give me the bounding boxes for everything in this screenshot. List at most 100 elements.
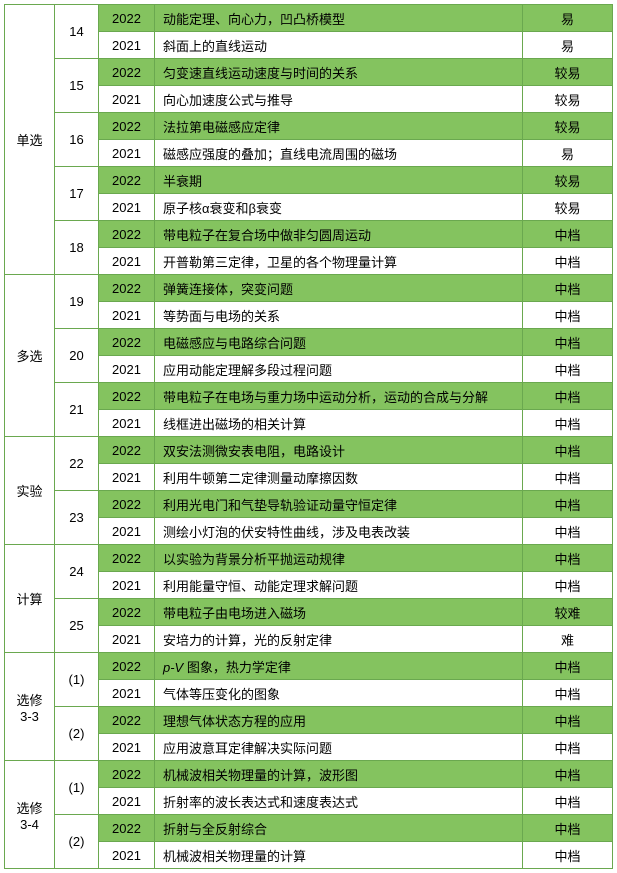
year-cell: 2022 xyxy=(99,491,155,518)
topic-cell: 弹簧连接体，突变问题 xyxy=(155,275,523,302)
year-cell: 2022 xyxy=(99,437,155,464)
year-cell: 2021 xyxy=(99,140,155,167)
table-row: 232022利用光电门和气垫导轨验证动量守恒定律中档 xyxy=(5,491,613,518)
topic-cell: 折射率的波长表达式和速度表达式 xyxy=(155,788,523,815)
year-cell: 2022 xyxy=(99,815,155,842)
difficulty-cell: 中档 xyxy=(523,788,613,815)
year-cell: 2021 xyxy=(99,626,155,653)
section-cell: 多选 xyxy=(5,275,55,437)
question-number-cell: 23 xyxy=(55,491,99,545)
table-row: (2)2022折射与全反射综合中档 xyxy=(5,815,613,842)
difficulty-cell: 中档 xyxy=(523,707,613,734)
year-cell: 2022 xyxy=(99,221,155,248)
year-cell: 2021 xyxy=(99,302,155,329)
table-row: 182022带电粒子在复合场中做非匀圆周运动中档 xyxy=(5,221,613,248)
topic-cell: p-V 图象，热力学定律 xyxy=(155,653,523,680)
topic-cell: 应用波意耳定律解决实际问题 xyxy=(155,734,523,761)
year-cell: 2022 xyxy=(99,761,155,788)
table-row: 选修 3-3(1)2022p-V 图象，热力学定律中档 xyxy=(5,653,613,680)
year-cell: 2022 xyxy=(99,707,155,734)
table-row: 计算242022以实验为背景分析平抛运动规律中档 xyxy=(5,545,613,572)
topic-cell: 利用光电门和气垫导轨验证动量守恒定律 xyxy=(155,491,523,518)
year-cell: 2022 xyxy=(99,167,155,194)
year-cell: 2022 xyxy=(99,383,155,410)
topic-cell: 开普勒第三定律，卫星的各个物理量计算 xyxy=(155,248,523,275)
difficulty-cell: 中档 xyxy=(523,275,613,302)
exam-topics-table: 单选142022动能定理、向心力，凹凸桥模型易2021斜面上的直线运动易1520… xyxy=(4,4,613,869)
table-row: 实验222022双安法测微安表电阻，电路设计中档 xyxy=(5,437,613,464)
topic-cell: 匀变速直线运动速度与时间的关系 xyxy=(155,59,523,86)
section-cell: 选修 3-3 xyxy=(5,653,55,761)
difficulty-cell: 中档 xyxy=(523,545,613,572)
section-cell: 实验 xyxy=(5,437,55,545)
topic-cell: 原子核α衰变和β衰变 xyxy=(155,194,523,221)
year-cell: 2022 xyxy=(99,599,155,626)
difficulty-cell: 中档 xyxy=(523,221,613,248)
topic-cell: 利用能量守恒、动能定理求解问题 xyxy=(155,572,523,599)
difficulty-cell: 中档 xyxy=(523,572,613,599)
difficulty-cell: 中档 xyxy=(523,653,613,680)
topic-cell: 斜面上的直线运动 xyxy=(155,32,523,59)
difficulty-cell: 较易 xyxy=(523,59,613,86)
year-cell: 2022 xyxy=(99,275,155,302)
table-row: 252022带电粒子由电场进入磁场较难 xyxy=(5,599,613,626)
topic-cell: 半衰期 xyxy=(155,167,523,194)
question-number-cell: 15 xyxy=(55,59,99,113)
question-number-cell: 20 xyxy=(55,329,99,383)
difficulty-cell: 中档 xyxy=(523,464,613,491)
topic-cell: 法拉第电磁感应定律 xyxy=(155,113,523,140)
question-number-cell: 17 xyxy=(55,167,99,221)
difficulty-cell: 中档 xyxy=(523,815,613,842)
topic-cell: 磁感应强度的叠加；直线电流周围的磁场 xyxy=(155,140,523,167)
year-cell: 2021 xyxy=(99,464,155,491)
question-number-cell: 16 xyxy=(55,113,99,167)
table-row: 172022半衰期较易 xyxy=(5,167,613,194)
topic-cell: 利用牛顿第二定律测量动摩擦因数 xyxy=(155,464,523,491)
table-row: 152022匀变速直线运动速度与时间的关系较易 xyxy=(5,59,613,86)
difficulty-cell: 中档 xyxy=(523,491,613,518)
difficulty-cell: 较易 xyxy=(523,113,613,140)
question-number-cell: (1) xyxy=(55,653,99,707)
question-number-cell: 14 xyxy=(55,5,99,59)
year-cell: 2021 xyxy=(99,518,155,545)
topic-cell: 机械波相关物理量的计算，波形图 xyxy=(155,761,523,788)
difficulty-cell: 中档 xyxy=(523,329,613,356)
section-cell: 选修 3-4 xyxy=(5,761,55,869)
difficulty-cell: 中档 xyxy=(523,842,613,869)
topic-cell: 双安法测微安表电阻，电路设计 xyxy=(155,437,523,464)
year-cell: 2021 xyxy=(99,680,155,707)
topic-cell: 动能定理、向心力，凹凸桥模型 xyxy=(155,5,523,32)
difficulty-cell: 中档 xyxy=(523,383,613,410)
difficulty-cell: 较易 xyxy=(523,167,613,194)
year-cell: 2022 xyxy=(99,5,155,32)
year-cell: 2021 xyxy=(99,572,155,599)
year-cell: 2021 xyxy=(99,248,155,275)
year-cell: 2021 xyxy=(99,32,155,59)
topic-cell: 气体等压变化的图象 xyxy=(155,680,523,707)
section-cell: 计算 xyxy=(5,545,55,653)
difficulty-cell: 易 xyxy=(523,140,613,167)
difficulty-cell: 易 xyxy=(523,32,613,59)
question-number-cell: 21 xyxy=(55,383,99,437)
table-row: 212022带电粒子在电场与重力场中运动分析，运动的合成与分解中档 xyxy=(5,383,613,410)
year-cell: 2021 xyxy=(99,194,155,221)
year-cell: 2022 xyxy=(99,113,155,140)
table-row: 选修 3-4(1)2022机械波相关物理量的计算，波形图中档 xyxy=(5,761,613,788)
year-cell: 2022 xyxy=(99,329,155,356)
topic-cell: 线框进出磁场的相关计算 xyxy=(155,410,523,437)
year-cell: 2022 xyxy=(99,59,155,86)
topic-cell: 以实验为背景分析平抛运动规律 xyxy=(155,545,523,572)
topic-cell: 带电粒子在电场与重力场中运动分析，运动的合成与分解 xyxy=(155,383,523,410)
difficulty-cell: 中档 xyxy=(523,410,613,437)
topic-cell: 电磁感应与电路综合问题 xyxy=(155,329,523,356)
year-cell: 2021 xyxy=(99,734,155,761)
topic-cell: 机械波相关物理量的计算 xyxy=(155,842,523,869)
question-number-cell: 25 xyxy=(55,599,99,653)
topic-cell: 带电粒子在复合场中做非匀圆周运动 xyxy=(155,221,523,248)
topic-cell: 等势面与电场的关系 xyxy=(155,302,523,329)
difficulty-cell: 较难 xyxy=(523,599,613,626)
year-cell: 2022 xyxy=(99,545,155,572)
topic-cell: 向心加速度公式与推导 xyxy=(155,86,523,113)
topic-cell: 折射与全反射综合 xyxy=(155,815,523,842)
topic-cell: 测绘小灯泡的伏安特性曲线，涉及电表改装 xyxy=(155,518,523,545)
